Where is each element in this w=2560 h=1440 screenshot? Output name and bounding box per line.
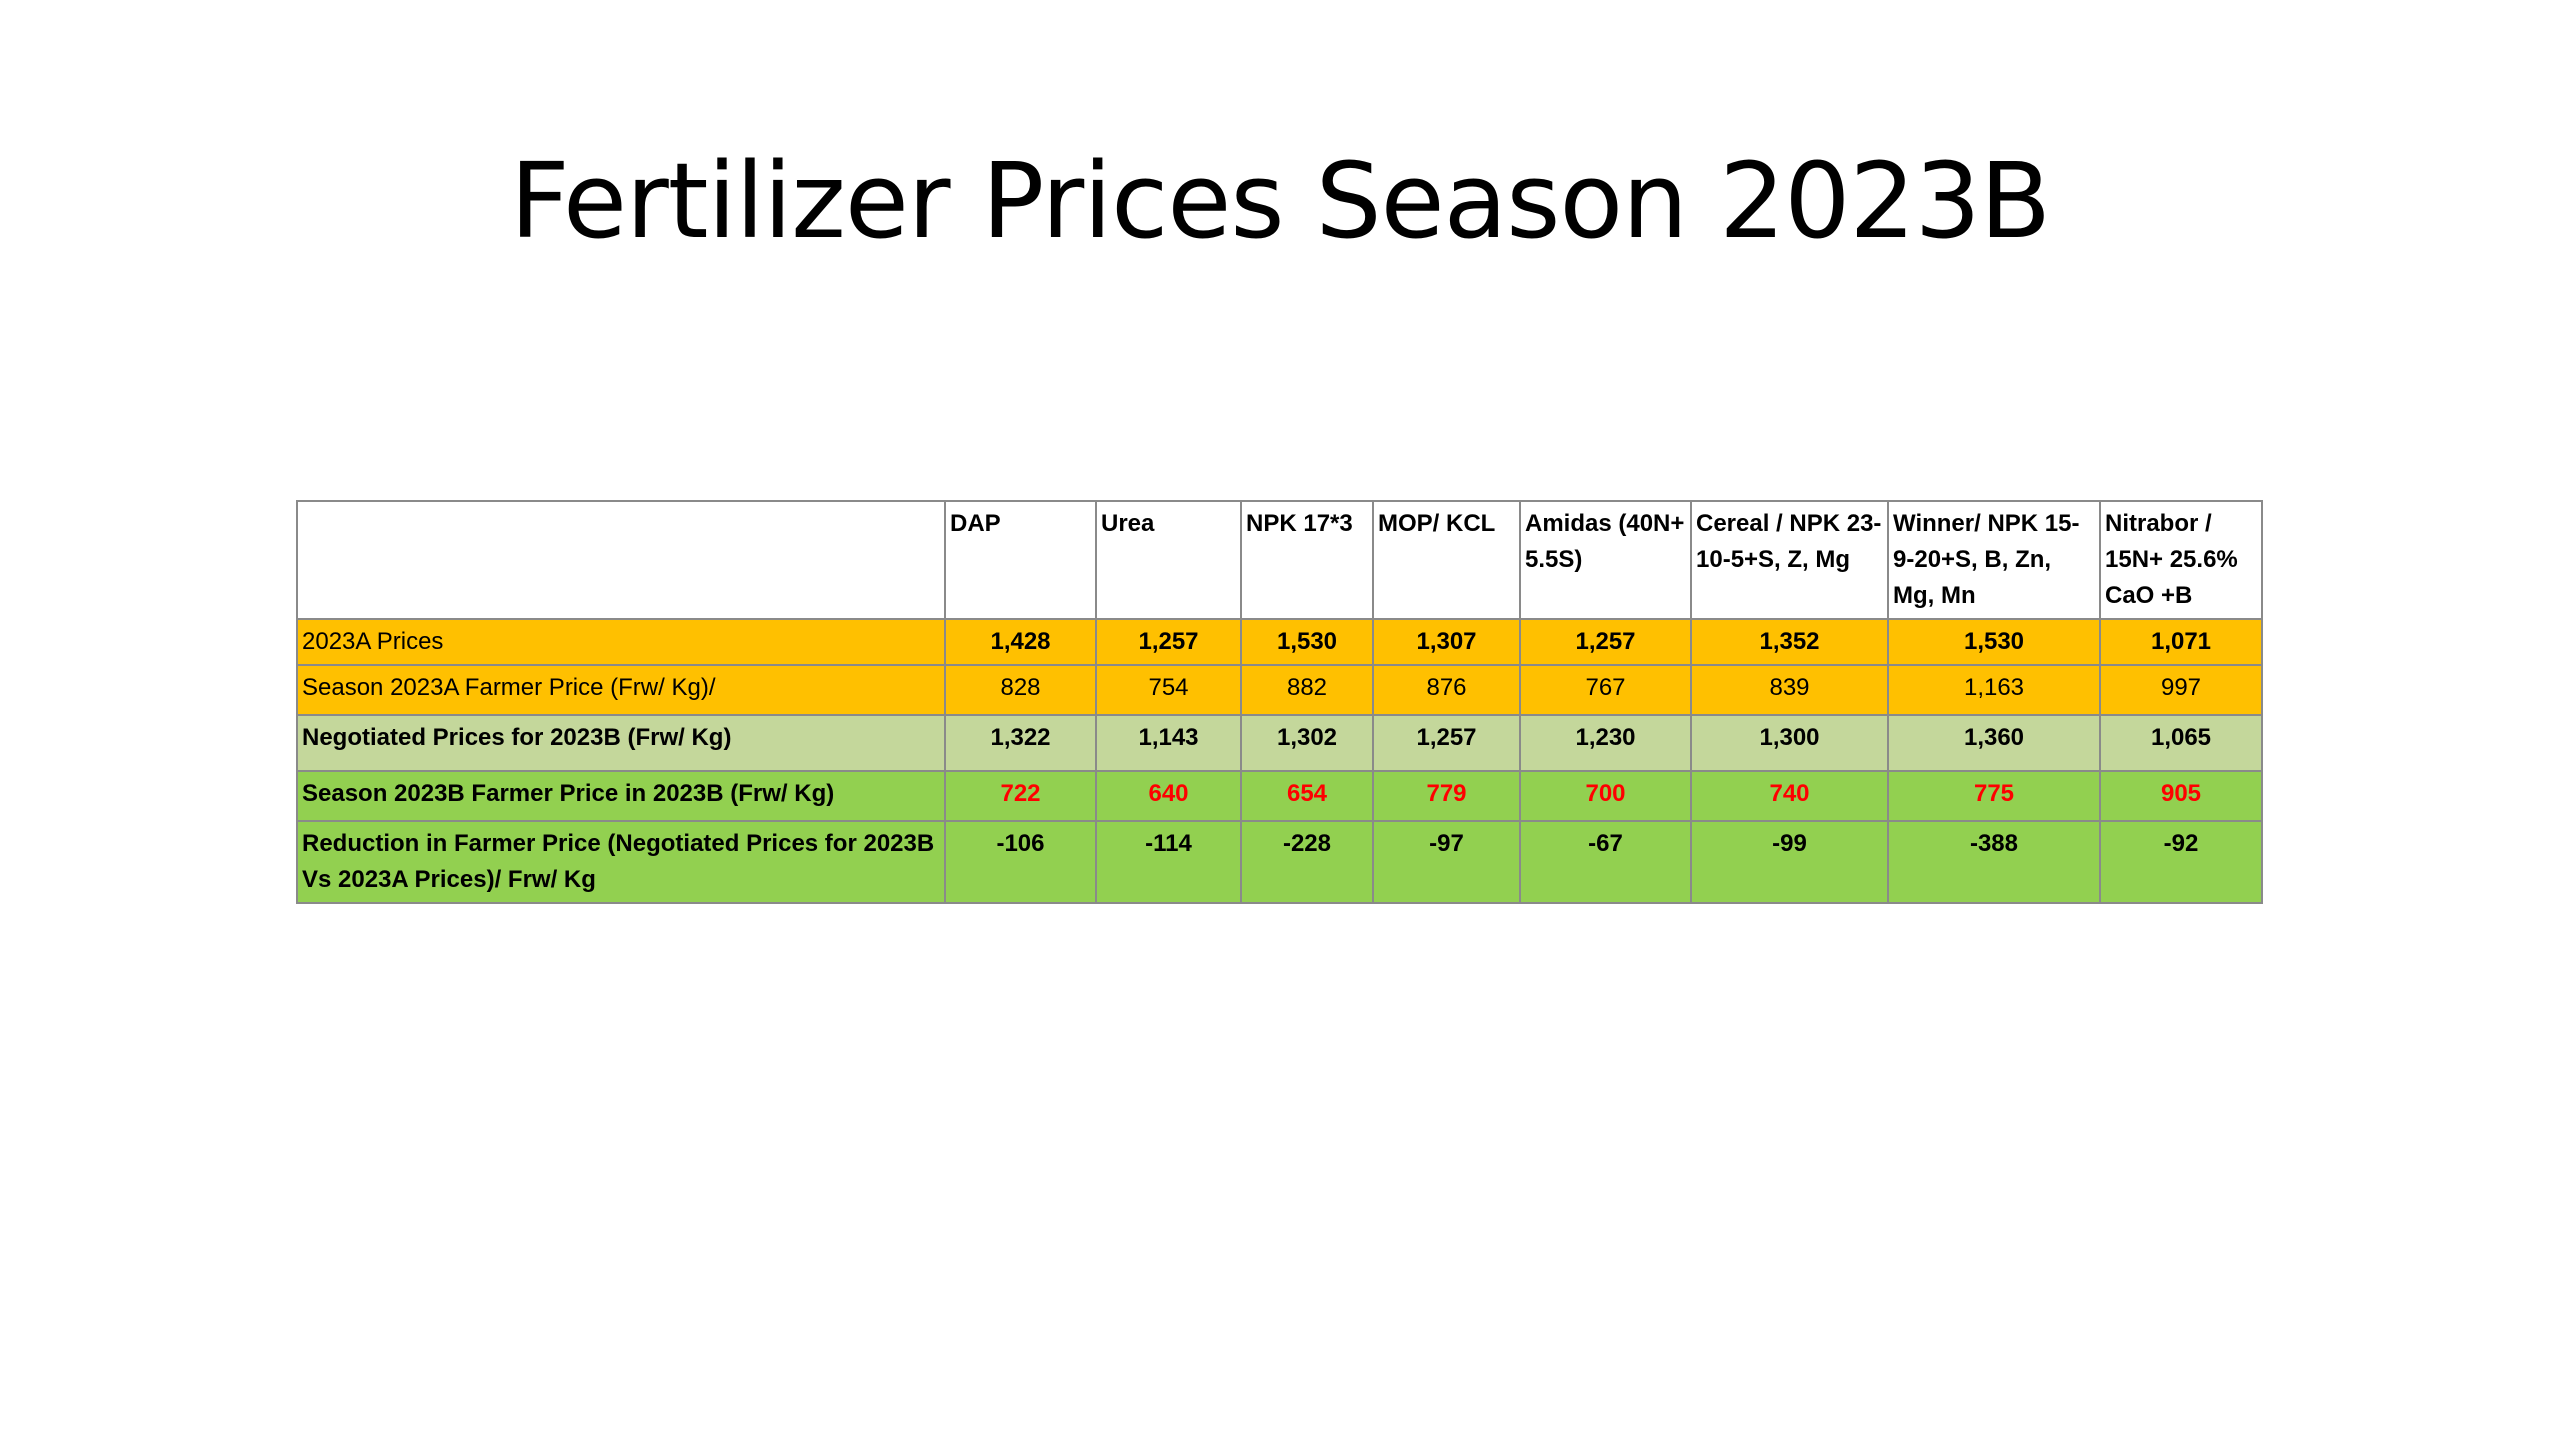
table-row-2023a-farmer-price: Season 2023A Farmer Price (Frw/ Kg)/ 828… xyxy=(296,664,2263,716)
table-cell: 754 xyxy=(1095,664,1242,716)
table-cell: 640 xyxy=(1095,770,1242,822)
header-cell-amidas: Amidas (40N+ 5.5S) xyxy=(1519,500,1692,620)
table-cell: 1,530 xyxy=(1240,618,1374,666)
fertilizer-price-table: DAP Urea NPK 17*3 MOP/ KCL Amidas (40N+ … xyxy=(296,500,2263,904)
table-cell: 779 xyxy=(1372,770,1521,822)
table-cell: -106 xyxy=(944,820,1097,904)
row-label: Season 2023A Farmer Price (Frw/ Kg)/ xyxy=(296,664,946,716)
table-cell: 905 xyxy=(2099,770,2263,822)
row-label: Reduction in Farmer Price (Negotiated Pr… xyxy=(296,820,946,904)
row-label: Negotiated Prices for 2023B (Frw/ Kg) xyxy=(296,714,946,772)
table-cell: 654 xyxy=(1240,770,1374,822)
table-cell: -99 xyxy=(1690,820,1889,904)
table-cell: 876 xyxy=(1372,664,1521,716)
header-cell-winner: Winner/ NPK 15-9-20+S, B, Zn, Mg, Mn xyxy=(1887,500,2101,620)
table-row-reduction: Reduction in Farmer Price (Negotiated Pr… xyxy=(296,820,2263,904)
table-cell: 1,530 xyxy=(1887,618,2101,666)
table-cell: -228 xyxy=(1240,820,1374,904)
table-header-row: DAP Urea NPK 17*3 MOP/ KCL Amidas (40N+ … xyxy=(296,500,2263,620)
table-cell: 1,300 xyxy=(1690,714,1889,772)
table-row-2023b-farmer-price: Season 2023B Farmer Price in 2023B (Frw/… xyxy=(296,770,2263,822)
table-cell: 1,163 xyxy=(1887,664,2101,716)
header-cell-nitrabor: Nitrabor / 15N+ 25.6% CaO +B xyxy=(2099,500,2263,620)
row-label: Season 2023B Farmer Price in 2023B (Frw/… xyxy=(296,770,946,822)
table-cell: 775 xyxy=(1887,770,2101,822)
table-cell: 1,257 xyxy=(1519,618,1692,666)
table-cell: -67 xyxy=(1519,820,1692,904)
header-cell-urea: Urea xyxy=(1095,500,1242,620)
table-cell: 1,143 xyxy=(1095,714,1242,772)
row-label: 2023A Prices xyxy=(296,618,946,666)
table-cell: 1,302 xyxy=(1240,714,1374,772)
table-cell: 1,257 xyxy=(1372,714,1521,772)
table-cell: 722 xyxy=(944,770,1097,822)
table-cell: 1,428 xyxy=(944,618,1097,666)
table-cell: 997 xyxy=(2099,664,2263,716)
table-cell: -97 xyxy=(1372,820,1521,904)
slide-title: Fertilizer Prices Season 2023B xyxy=(509,140,2051,262)
table-cell: 1,071 xyxy=(2099,618,2263,666)
table-cell: 1,352 xyxy=(1690,618,1889,666)
table-cell: 1,307 xyxy=(1372,618,1521,666)
header-cell-cereal: Cereal / NPK 23-10-5+S, Z, Mg xyxy=(1690,500,1889,620)
table-cell: 882 xyxy=(1240,664,1374,716)
table-cell: 839 xyxy=(1690,664,1889,716)
table-cell: 1,065 xyxy=(2099,714,2263,772)
table-cell: 700 xyxy=(1519,770,1692,822)
table-cell: 1,322 xyxy=(944,714,1097,772)
header-cell-dap: DAP xyxy=(944,500,1097,620)
header-cell-npk-17-3: NPK 17*3 xyxy=(1240,500,1374,620)
table-cell: -388 xyxy=(1887,820,2101,904)
table-cell: 740 xyxy=(1690,770,1889,822)
table-row-2023a-prices: 2023A Prices 1,428 1,257 1,530 1,307 1,2… xyxy=(296,618,2263,666)
header-cell-mop-kcl: MOP/ KCL xyxy=(1372,500,1521,620)
table-cell: 1,257 xyxy=(1095,618,1242,666)
header-cell-empty xyxy=(296,500,946,620)
table-row-negotiated-prices: Negotiated Prices for 2023B (Frw/ Kg) 1,… xyxy=(296,714,2263,772)
table-cell: 1,230 xyxy=(1519,714,1692,772)
table-cell: 1,360 xyxy=(1887,714,2101,772)
table-cell: -92 xyxy=(2099,820,2263,904)
table-cell: 828 xyxy=(944,664,1097,716)
table-cell: -114 xyxy=(1095,820,1242,904)
table-cell: 767 xyxy=(1519,664,1692,716)
